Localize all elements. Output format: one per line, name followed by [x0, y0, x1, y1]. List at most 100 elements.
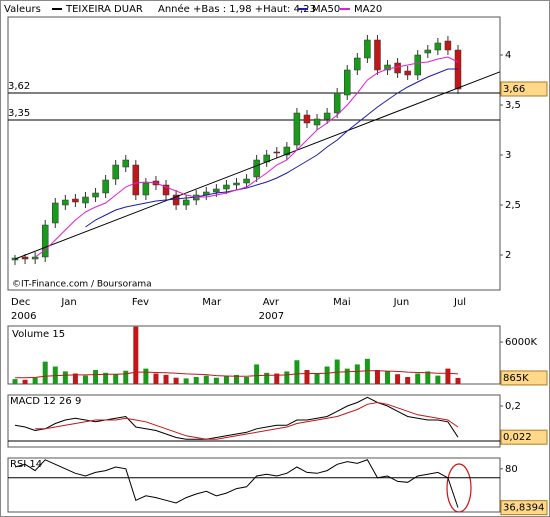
volume-bar	[22, 379, 28, 384]
volume-bar	[344, 368, 350, 384]
candle-body	[31, 256, 39, 260]
candle-body	[52, 202, 59, 224]
volume-bar	[374, 370, 380, 384]
volume-bar	[193, 377, 199, 384]
volume-bar	[223, 376, 229, 384]
volume-bar	[455, 377, 461, 384]
candle-body	[21, 256, 29, 260]
volume-bar	[284, 371, 290, 384]
series-line	[85, 68, 458, 228]
candle-body	[142, 182, 150, 196]
candle-body	[132, 164, 140, 196]
candle-body	[313, 118, 321, 126]
volume-bar	[32, 377, 38, 384]
volume-bar	[153, 373, 159, 384]
candle-body	[384, 64, 391, 71]
candle-body	[344, 69, 351, 96]
candle-body	[182, 199, 190, 206]
candle-body	[253, 159, 260, 178]
volume-bar	[143, 368, 149, 384]
volume-bar	[294, 360, 300, 384]
y-tick-label: 3	[505, 150, 511, 161]
candle-body	[374, 39, 381, 71]
last-value-label: 36,8394	[503, 503, 544, 514]
candle-body	[424, 49, 432, 54]
volume-bar	[264, 372, 270, 384]
volume-bar	[244, 377, 250, 384]
y-tick-label: 3,5	[505, 100, 521, 111]
last-value-box	[500, 500, 548, 516]
legend-entry: MA50	[312, 4, 340, 15]
x-tick-label: Mai	[333, 297, 351, 308]
volume-bar	[12, 379, 18, 384]
candle-body	[434, 42, 442, 51]
candle-body	[102, 179, 109, 194]
x-tick-label: Jun	[393, 297, 410, 308]
level-label: 3,62	[8, 81, 30, 92]
year-label: 2006	[11, 311, 36, 322]
candle-body	[293, 112, 301, 146]
volume-bar	[72, 373, 78, 384]
volume-bar	[103, 372, 109, 384]
volume-bar	[234, 374, 239, 384]
volume-bar	[213, 377, 219, 384]
candle-body	[233, 182, 240, 186]
candle-body	[283, 146, 291, 156]
year-label: 2007	[259, 311, 284, 322]
candle-body	[394, 62, 401, 74]
volume-bar	[314, 373, 320, 384]
candle-body	[41, 224, 49, 258]
candle-body	[414, 54, 421, 76]
x-tick-label: Jul	[453, 297, 466, 308]
candle-body	[243, 178, 250, 184]
candle-body	[354, 57, 361, 71]
candle-body	[303, 114, 311, 124]
candle-body	[62, 199, 69, 206]
volume-bar	[385, 371, 391, 384]
y-tick-label: 2,5	[505, 200, 521, 211]
candle-body	[223, 184, 230, 190]
volume-bar	[354, 364, 360, 384]
volume-bar	[254, 364, 260, 384]
volume-bar	[82, 375, 88, 384]
legend-entry: MA20	[354, 4, 382, 15]
volume-bar	[425, 371, 431, 384]
volume-bar	[274, 373, 280, 384]
trend-line	[14, 71, 501, 260]
series-line	[35, 401, 459, 440]
panel-title: MACD 12 26 9	[10, 396, 81, 407]
level-label: 3,35	[8, 108, 30, 119]
highlight-circle	[446, 463, 472, 513]
volume-bar	[203, 375, 209, 384]
volume-bar	[445, 368, 451, 384]
volume-bar	[183, 378, 189, 384]
series-line	[14, 459, 459, 508]
candle-body	[82, 196, 89, 204]
candle-body	[213, 188, 220, 193]
volume-bar	[304, 370, 310, 384]
y-tick-label: 4	[505, 50, 511, 61]
volume-bar	[123, 370, 129, 384]
last-value-box	[500, 429, 548, 445]
candle-body	[122, 159, 129, 168]
candle-body	[172, 194, 180, 206]
legend-entry: TEIXEIRA DUAR	[65, 4, 143, 15]
series-line	[14, 396, 459, 440]
x-tick-label: Fev	[132, 297, 149, 308]
x-tick-label: Avr	[263, 297, 280, 308]
candle-body	[323, 112, 331, 120]
volume-bar	[395, 374, 401, 384]
candle-body	[72, 198, 79, 203]
x-tick-label: Dec	[11, 297, 30, 308]
volume-bar	[405, 377, 411, 384]
last-value-label: 0,022	[503, 432, 532, 443]
volume-bar	[173, 377, 179, 384]
candle-body	[364, 39, 371, 59]
x-tick-label: Jan	[60, 297, 76, 308]
candle-body	[273, 151, 281, 154]
volume-bar	[62, 371, 68, 384]
price-panel	[7, 16, 501, 291]
volume-bar	[435, 375, 441, 384]
source: ©IT-Finance.com / Boursorama	[12, 280, 152, 290]
